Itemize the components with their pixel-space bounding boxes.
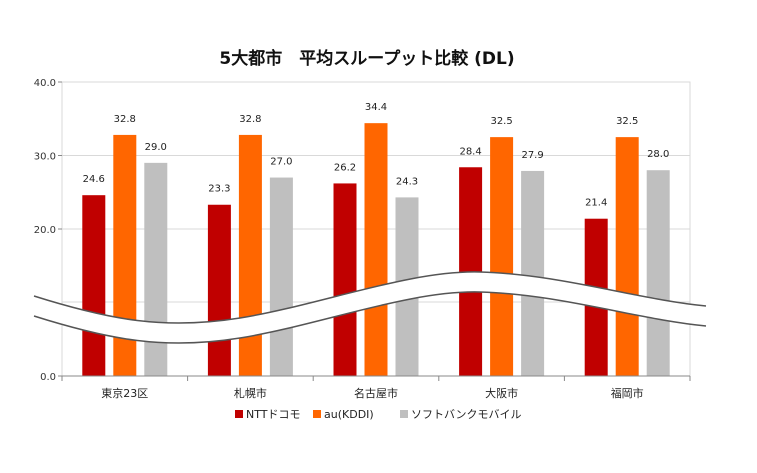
bar	[269, 177, 293, 376]
data-label: 28.4	[459, 146, 481, 157]
data-label: 32.8	[239, 114, 261, 125]
legend-label: NTTドコモ	[246, 408, 300, 421]
data-labels: 24.6 32.8 29.0 23.3 32.8 27.0 26.2 34.4 24.3 28.4…	[83, 102, 670, 209]
legend-swatch	[313, 410, 321, 418]
data-label: 26.2	[334, 162, 356, 173]
bar	[238, 134, 262, 376]
data-label: 29.0	[145, 142, 167, 153]
data-label: 32.5	[490, 116, 512, 127]
legend-label: au(KDDI)	[324, 408, 374, 421]
bar	[113, 134, 137, 376]
x-tick-label: 福岡市	[611, 386, 644, 400]
chart-title: 5大都市 平均スループット比較 (DL)	[219, 48, 514, 69]
bar	[144, 162, 168, 376]
y-tick-label: 40.0	[34, 78, 56, 89]
data-label: 23.3	[208, 184, 230, 195]
bar	[207, 204, 231, 376]
y-tick-label: 0.0	[40, 372, 56, 383]
legend-label: ソフトバンクモバイル	[411, 408, 522, 421]
axis-break-line	[33, 271, 707, 324]
y-tick-label: 30.0	[34, 152, 56, 163]
bar	[490, 137, 514, 376]
bar	[646, 170, 670, 376]
axis-break-line	[33, 291, 707, 344]
legend-swatch	[400, 410, 408, 418]
data-label: 34.4	[365, 102, 387, 113]
bar	[364, 123, 388, 376]
bar	[82, 195, 106, 376]
bar	[521, 170, 545, 376]
data-label: 24.6	[83, 174, 105, 185]
x-tick-label: 東京23区	[101, 386, 148, 400]
data-label: 27.9	[521, 150, 543, 161]
bar	[333, 183, 357, 376]
data-label: 32.5	[616, 116, 638, 127]
axis-break	[33, 271, 707, 344]
bar	[615, 137, 639, 376]
data-label: 27.0	[270, 157, 292, 168]
x-axis: 東京23区 札幌市 名古屋市 大阪市 福岡市	[61, 376, 691, 400]
data-label: 28.0	[647, 149, 669, 160]
data-label: 21.4	[585, 198, 607, 209]
data-label: 32.8	[114, 114, 136, 125]
y-tick-label: 20.0	[34, 225, 56, 236]
y-axis: 0.0 20.0 30.0 40.0	[34, 78, 62, 383]
legend: NTTドコモ au(KDDI) ソフトバンクモバイル	[235, 408, 522, 421]
x-tick-label: 名古屋市	[354, 386, 398, 400]
x-tick-label: 札幌市	[234, 386, 267, 400]
data-label: 24.3	[396, 176, 418, 187]
x-tick-label: 大阪市	[485, 386, 518, 400]
legend-swatch	[235, 410, 243, 418]
